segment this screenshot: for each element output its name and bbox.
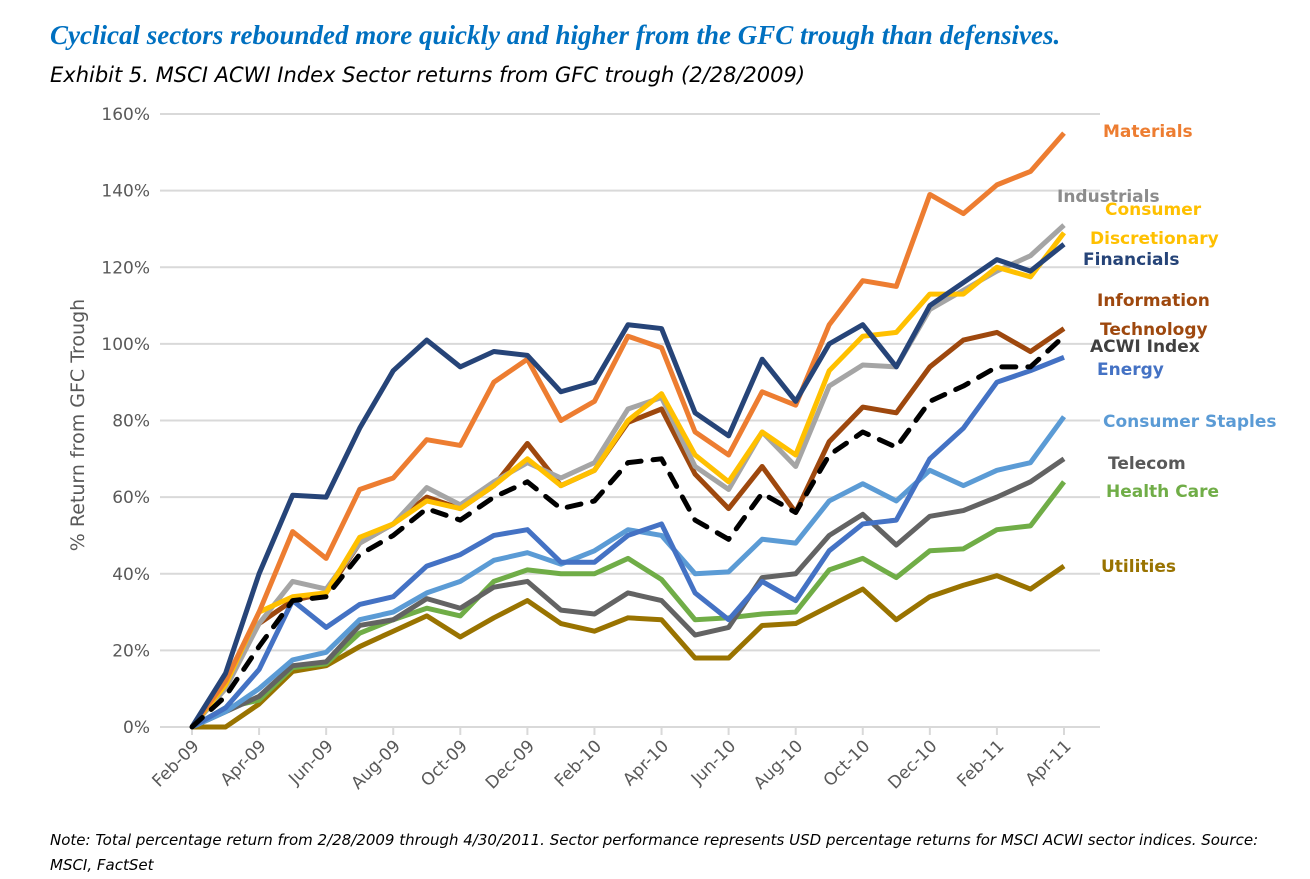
series-line-utilities (192, 564, 1066, 730)
y-tick-label: 120% (101, 258, 150, 278)
y-tick-label: 160% (101, 105, 150, 125)
x-tick-label: Aug-09 (348, 736, 405, 793)
series-label: Financials (1083, 250, 1179, 270)
y-tick-label: 100% (101, 335, 150, 355)
series-lines (189, 131, 1067, 730)
y-tick-label: 60% (112, 488, 150, 508)
series-line-health-care (190, 480, 1066, 730)
series-label: Technology (1100, 320, 1208, 340)
x-axis-ticks: Feb-09 Apr-09 Jun-09 Aug-09 Oct-09 Dec-09 Feb-… (148, 727, 1076, 794)
exhibit-title: Exhibit 5. MSCI ACWI Index Sector return… (50, 63, 806, 87)
x-tick-label: Apr-11 (1022, 736, 1076, 790)
series-line-consumer-discretionary (190, 231, 1066, 729)
x-tick-label: Feb-10 (551, 736, 606, 791)
y-tick-label: 140% (101, 182, 150, 202)
series-line-financials (189, 242, 1066, 729)
footnote: Note: Total percentage return from 2/28/… (50, 831, 1259, 874)
x-tick-label: Oct-09 (417, 736, 472, 791)
series-line-energy (190, 354, 1065, 730)
headline: Cyclical sectors rebounded more quickly … (50, 20, 1061, 50)
y-tick-label: 80% (112, 412, 150, 432)
series-label: Telecom (1108, 454, 1186, 474)
series-label: Industrials (1057, 187, 1160, 207)
series-label: Health Care (1106, 482, 1219, 502)
gridlines (160, 113, 1100, 728)
series-label: Information (1097, 291, 1210, 311)
x-tick-label: Aug-10 (750, 736, 807, 793)
series-label: Energy (1097, 360, 1164, 380)
series-line-acwi-index (189, 333, 1067, 730)
x-tick-label: Feb-09 (148, 736, 203, 791)
series-label: Consumer Staples (1103, 412, 1277, 432)
series-label: Utilities (1101, 557, 1176, 577)
series-label: Discretionary (1090, 229, 1219, 249)
x-tick-label: Jun-09 (284, 736, 337, 789)
y-axis-title: % Return from GFC Trough (67, 299, 89, 551)
x-tick-label: Feb-11 (953, 736, 1008, 791)
x-tick-label: Dec-10 (884, 736, 941, 793)
x-tick-label: Oct-10 (820, 736, 875, 791)
series-line-materials (189, 131, 1066, 729)
x-tick-label: Jun-10 (687, 736, 740, 789)
series-line-telecom (190, 456, 1066, 730)
y-tick-label: 40% (112, 565, 150, 585)
series-label: ACWI Index (1090, 337, 1200, 357)
series-label: Materials (1103, 122, 1193, 142)
y-tick-label: 0% (123, 718, 150, 738)
y-axis-ticks: 0% 20% 40% 60% 80% 100% 120% 140% 160% (101, 105, 150, 738)
x-tick-label: Apr-09 (217, 736, 271, 790)
y-tick-label: 20% (112, 641, 150, 661)
x-tick-label: Dec-09 (482, 736, 539, 793)
series-label: Consumer (1105, 200, 1202, 220)
x-tick-label: Apr-10 (619, 736, 673, 790)
